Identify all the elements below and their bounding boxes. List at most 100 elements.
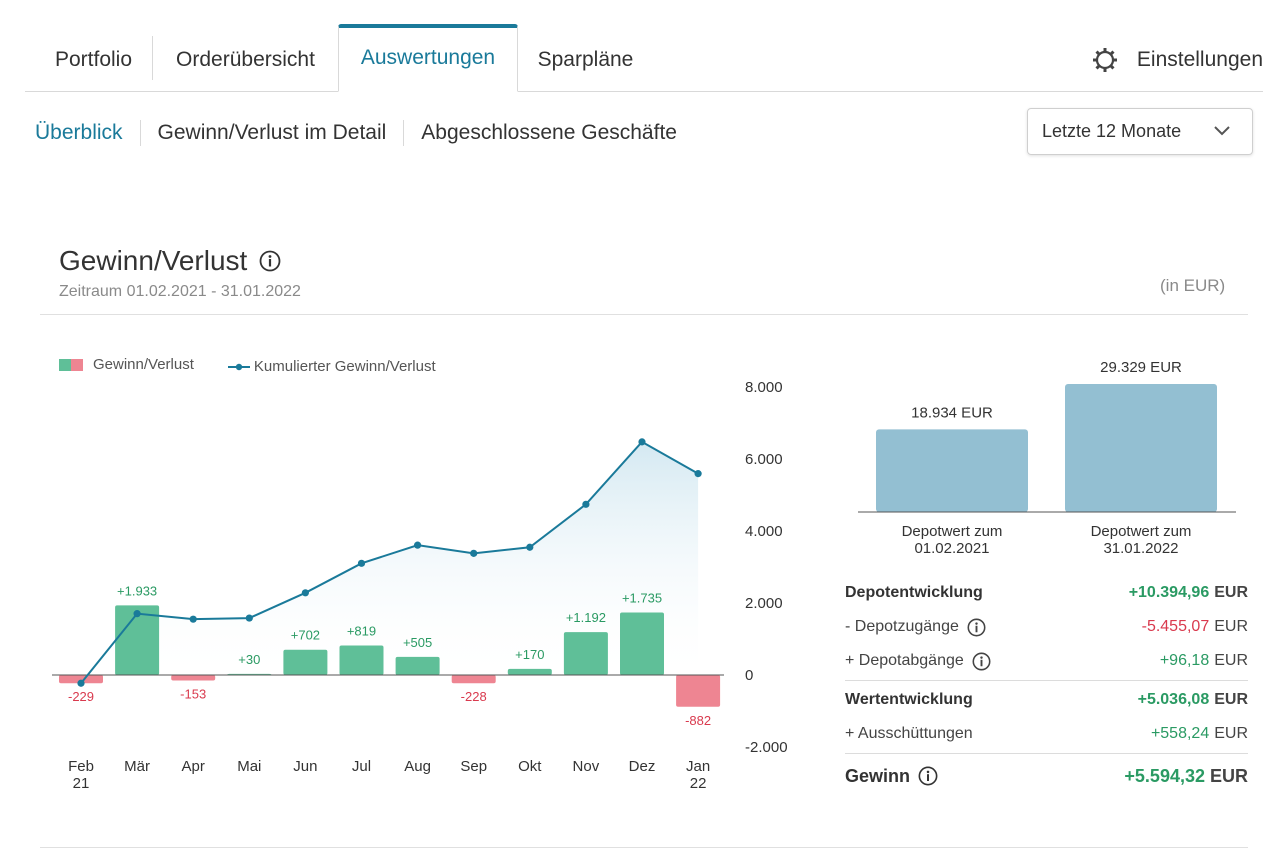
summary-value: +10.394,96 <box>1128 584 1210 601</box>
bar <box>395 656 440 675</box>
x-tick-label: Mär <box>124 758 150 775</box>
x-tick-label: Dez <box>629 758 656 775</box>
summary-currency: EUR <box>1214 584 1248 601</box>
bar <box>563 632 608 675</box>
subnav-abgeschlossene-geschaefte[interactable]: Abgeschlossene Geschäfte <box>421 121 677 144</box>
summary-row-ausschuettungen: + Ausschüttungen +558,24 EUR <box>845 717 1248 751</box>
tab-divider <box>152 36 153 80</box>
summary-value: -5.455,07 <box>1141 618 1210 635</box>
cumulative-point <box>526 543 534 551</box>
depot-category-label: Depotwert zum <box>902 523 1003 540</box>
y-tick-label: 4.000 <box>745 523 783 540</box>
depot-value-label: 18.934 EUR <box>911 404 993 421</box>
x-tick-label: Jun <box>293 758 317 775</box>
summary-table: Depotentwicklung +10.394,96 EUR - Depotzu… <box>845 576 1248 796</box>
bar-value-label: +702 <box>291 628 320 643</box>
x-tick-label: Apr <box>182 758 205 775</box>
summary-row-depotzugaenge: - Depotzugänge -5.455,07 EUR <box>845 610 1248 644</box>
legend-label-bars: Gewinn/Verlust <box>93 356 194 373</box>
info-icon[interactable] <box>967 618 986 637</box>
summary-label: - Depotzugänge <box>845 618 959 635</box>
x-tick-label: Sep <box>460 758 487 775</box>
gewinn-verlust-chart: -229 +1.933 -153 +30 +702 +819 +505 -228 +170 +1.… <box>52 379 788 792</box>
bar-value-label: +1.192 <box>566 610 606 625</box>
x-tick-label: 22 <box>690 775 707 792</box>
depot-bar <box>1065 384 1217 512</box>
subnav-divider <box>403 120 405 146</box>
y-tick-label: 0 <box>745 667 753 684</box>
info-icon[interactable] <box>259 250 281 272</box>
cumulative-point <box>245 614 253 622</box>
settings-label: Einstellungen <box>1136 48 1263 71</box>
tab-sparplaene[interactable]: Sparpläne <box>537 48 634 71</box>
x-tick-label: Jul <box>352 758 371 775</box>
subnav-ueberblick[interactable]: Überblick <box>35 121 123 144</box>
summary-currency: EUR <box>1214 725 1248 742</box>
depot-category-label: 31.01.2022 <box>1103 540 1178 557</box>
bar <box>283 649 328 675</box>
depot-value-label: 29.329 EUR <box>1100 359 1182 376</box>
y-tick-label: 2.000 <box>745 595 783 612</box>
summary-label: Wertentwicklung <box>845 691 973 708</box>
cumulative-point <box>582 500 590 508</box>
summary-label: Gewinn <box>845 765 911 786</box>
info-icon[interactable] <box>918 766 938 786</box>
bar <box>676 675 721 707</box>
x-tick-label: Feb <box>68 758 94 775</box>
tab-portfolio[interactable]: Portfolio <box>54 48 133 71</box>
y-tick-label: -2.000 <box>745 739 788 756</box>
period-select[interactable]: Letzte 12 Monate <box>1027 108 1253 155</box>
cumulative-point <box>694 470 702 478</box>
x-tick-label: Nov <box>573 758 600 775</box>
main-tabs: Portfolio Orderübersicht Auswertungen Sp… <box>25 24 1263 92</box>
legend-label-line: Kumulierter Gewinn/Verlust <box>253 358 436 375</box>
summary-currency: EUR <box>1214 618 1248 635</box>
legend-line-marker <box>227 363 250 370</box>
cumulative-point <box>414 541 422 549</box>
cumulative-line <box>80 440 699 684</box>
legend-item-line: Kumulierter Gewinn/Verlust <box>227 358 436 375</box>
y-tick-label: 8.000 <box>745 379 783 396</box>
depot-bar <box>876 429 1028 512</box>
x-tick-label: Mai <box>237 758 261 775</box>
cumulative-point <box>133 610 141 618</box>
x-tick-label: 21 <box>73 775 90 792</box>
summary-row-depotentwicklung: Depotentwicklung +10.394,96 EUR <box>845 576 1248 610</box>
summary-divider <box>845 680 1248 681</box>
bar-value-label: +30 <box>238 652 260 667</box>
divider <box>40 314 1248 315</box>
summary-value: +96,18 <box>1159 652 1210 669</box>
summary-currency: EUR <box>1209 765 1248 786</box>
subnav-gewinn-verlust-detail[interactable]: Gewinn/Verlust im Detail <box>157 121 387 144</box>
bar-value-label: -228 <box>461 689 487 704</box>
legend-swatch-loss <box>71 358 83 371</box>
gear-icon <box>1092 48 1117 72</box>
summary-currency: EUR <box>1214 691 1248 708</box>
cumulative-point <box>470 549 478 557</box>
bar-value-label: +1.735 <box>622 591 662 606</box>
unit-text: (in EUR) <box>1160 276 1226 295</box>
tab-auswertungen[interactable]: Auswertungen <box>338 24 518 92</box>
bar <box>507 668 552 675</box>
divider <box>40 847 1248 848</box>
bar <box>451 675 496 684</box>
summary-row-gewinn: Gewinn +5.594,32 EUR <box>845 756 1248 796</box>
settings-button[interactable]: Einstellungen <box>1091 36 1263 84</box>
info-icon[interactable] <box>972 652 991 671</box>
cumulative-point <box>357 559 366 567</box>
depot-category-label: Depotwert zum <box>1091 523 1192 540</box>
chart-legend: Gewinn/Verlust Kumulierter Gewinn/Verlus… <box>59 354 436 375</box>
bar-value-label: +170 <box>515 647 544 662</box>
depot-category-label: 01.02.2021 <box>914 540 989 557</box>
summary-label: + Ausschüttungen <box>845 725 973 742</box>
bar <box>620 612 664 675</box>
summary-divider <box>845 753 1248 754</box>
section-title: Gewinn/Verlust <box>59 245 248 276</box>
bar-value-label: +819 <box>347 624 376 639</box>
bar-value-label: +1.933 <box>117 583 157 598</box>
bar <box>115 605 160 675</box>
subnav-divider <box>139 120 141 146</box>
tab-orderuebersicht[interactable]: Orderübersicht <box>176 48 315 71</box>
page-title: Gewinn/Verlust <box>59 245 281 277</box>
